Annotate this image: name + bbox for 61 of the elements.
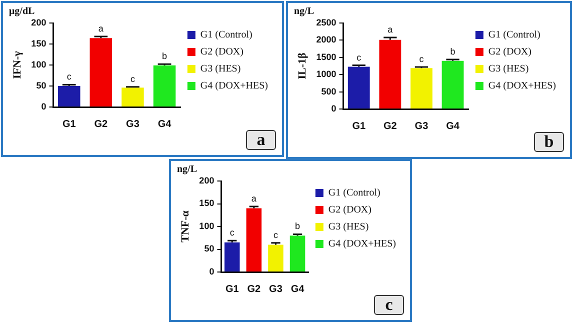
text: ng/L bbox=[294, 6, 314, 17]
x-tick-label: G1 bbox=[352, 120, 366, 132]
text: μg/dL bbox=[9, 6, 35, 17]
annotation: c bbox=[230, 228, 235, 238]
annotation: a bbox=[388, 24, 393, 34]
annotation: b bbox=[162, 51, 168, 62]
y-axis-title: TNF-α bbox=[179, 210, 192, 242]
text: ng/L bbox=[177, 164, 198, 175]
legend-label: G1 (Control) bbox=[328, 188, 380, 199]
legend-label: G2 (DOX) bbox=[328, 204, 372, 216]
annotation: b bbox=[295, 221, 300, 232]
y-tick-label: 1000 bbox=[316, 69, 336, 80]
text: a bbox=[246, 130, 276, 150]
legend-label: G4 (DOX+HES) bbox=[488, 80, 556, 92]
annotation: c bbox=[130, 74, 136, 84]
x-tick-label: G4 bbox=[290, 284, 305, 295]
annotation: c bbox=[356, 52, 362, 62]
x-tick-label: G3 bbox=[126, 118, 140, 130]
x-tick-label: G3 bbox=[269, 284, 283, 295]
text: c bbox=[374, 295, 404, 315]
legend-label: G1 (Control) bbox=[488, 30, 540, 41]
y-tick-label: 0 bbox=[41, 101, 46, 112]
text: b bbox=[534, 132, 564, 152]
x-tick-label: G1 bbox=[225, 284, 240, 295]
x-tick-label: G1 bbox=[62, 118, 76, 130]
legend-label: G3 (HES) bbox=[488, 64, 529, 75]
x-tick-label: G2 bbox=[94, 118, 108, 130]
legend-label: G3 (HES) bbox=[328, 222, 369, 233]
annotation: c bbox=[66, 72, 72, 82]
y-tick-label: 200 bbox=[31, 17, 46, 28]
legend-label: G2 (DOX) bbox=[488, 46, 532, 58]
y-tick-label: 50 bbox=[36, 80, 46, 90]
annotation: a bbox=[251, 193, 256, 204]
y-tick-label: 150 bbox=[31, 38, 46, 48]
legend-label: G3 (HES) bbox=[200, 64, 241, 75]
annotation: a bbox=[98, 23, 104, 34]
legend-label: G2 (DOX) bbox=[200, 46, 244, 58]
y-tick-label: 2000 bbox=[316, 34, 336, 45]
y-tick-label: 200 bbox=[199, 175, 214, 186]
y-tick-label: 100 bbox=[199, 220, 214, 231]
x-tick-label: G2 bbox=[247, 284, 262, 295]
y-tick-label: 150 bbox=[199, 198, 214, 208]
x-tick-label: G4 bbox=[158, 118, 172, 130]
y-tick-label: 2500 bbox=[316, 17, 336, 28]
legend-label: G4 (DOX+HES) bbox=[200, 80, 268, 92]
x-tick-label: G2 bbox=[384, 120, 398, 132]
annotation: c bbox=[419, 54, 424, 64]
y-tick-label: 50 bbox=[204, 244, 214, 254]
y-tick-label: 1500 bbox=[316, 52, 336, 62]
x-tick-label: G4 bbox=[446, 120, 460, 132]
y-tick-label: 100 bbox=[31, 59, 46, 70]
x-tick-label: G3 bbox=[414, 120, 429, 132]
y-tick-label: 0 bbox=[331, 103, 336, 114]
legend-label: G4 (DOX+HES) bbox=[328, 238, 396, 250]
y-tick-label: 500 bbox=[321, 86, 336, 96]
legend-label: G1 (Control) bbox=[200, 30, 252, 41]
y-axis-title: IFN-γ bbox=[11, 51, 24, 79]
y-axis-title: IL-1β bbox=[296, 52, 308, 80]
y-tick-label: 0 bbox=[209, 266, 214, 276]
annotation: c bbox=[273, 230, 278, 240]
annotation: b bbox=[450, 46, 456, 56]
